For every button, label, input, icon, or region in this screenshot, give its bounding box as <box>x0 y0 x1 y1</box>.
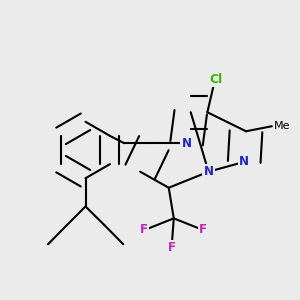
Text: N: N <box>239 155 249 168</box>
Text: N: N <box>182 137 192 150</box>
Text: Me: Me <box>274 121 291 131</box>
Text: F: F <box>199 223 207 236</box>
Text: Cl: Cl <box>209 73 223 86</box>
Text: F: F <box>140 223 148 236</box>
Text: N: N <box>204 165 214 178</box>
Text: F: F <box>168 241 176 254</box>
